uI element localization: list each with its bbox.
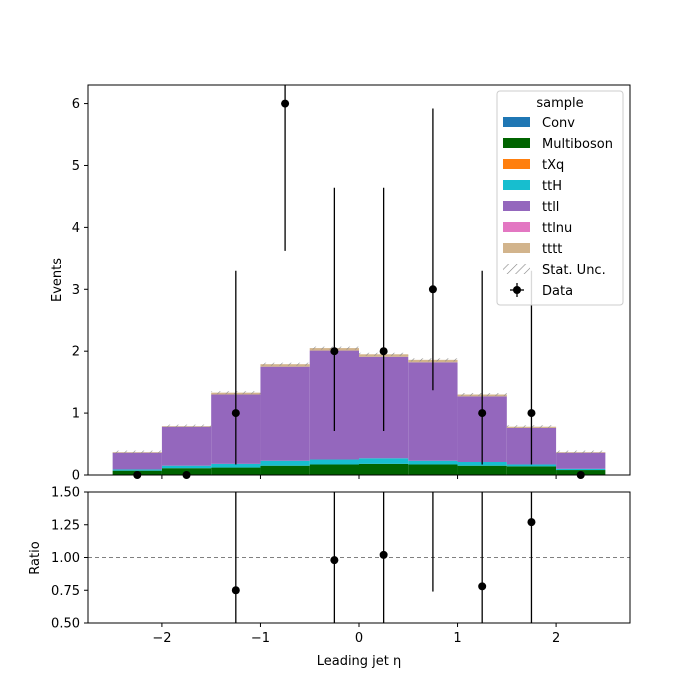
data-point-7	[478, 409, 487, 418]
bar-ttll-bin-1	[161, 426, 212, 466]
legend-swatch-tth	[503, 180, 530, 190]
bar-ttll-bin-9	[556, 452, 606, 469]
ratio-plot-background	[88, 492, 630, 623]
bar-tth-bin-4	[309, 459, 359, 465]
ratio-y-tick-label-1: 0.75	[51, 584, 80, 599]
bar-multiboson-bin-4	[309, 464, 359, 475]
main-y-tick-label-0: 0	[72, 469, 80, 484]
ratio-point-4	[478, 582, 487, 591]
bar-multiboson-bin-6	[408, 464, 458, 475]
data-point-8	[527, 409, 536, 418]
bar-tth-bin-8	[506, 464, 557, 467]
bar-tth-bin-6	[408, 460, 458, 465]
ratio-y-tick-label-4: 1.50	[51, 486, 80, 501]
legend-marker-data	[510, 283, 524, 297]
legend-swatch-txq	[503, 159, 530, 169]
bar-tth-bin-1	[161, 465, 212, 469]
data-point-2	[231, 409, 240, 418]
stat-unc-bin-1	[161, 424, 212, 428]
ratio-x-ticks: −2 −1 0 1 2	[152, 623, 560, 646]
bar-tth-bin-3	[260, 460, 310, 466]
ratio-y-tick-label-3: 1.25	[51, 518, 80, 533]
legend: sample Conv Multiboson tXq ttH ttll ttlnu tttt…	[496, 90, 624, 306]
data-point-6	[428, 285, 437, 294]
bar-tth-bin-9	[556, 468, 606, 471]
legend-label-ttll: ttll	[542, 200, 559, 215]
legend-label-data: Data	[542, 284, 573, 299]
ratio-y-tick-label-0: 0.50	[51, 617, 80, 632]
bar-multiboson-bin-3	[260, 465, 310, 475]
bar-multiboson-bin-7	[457, 465, 507, 475]
ratio-panel: 0.50 0.75 1.00 1.25 1.50 −2 −1 0 1 2 Ratio Leadi…	[28, 486, 631, 669]
x-tick-label-3: 1	[453, 631, 461, 646]
legend-label-ttlnu: ttlnu	[542, 221, 572, 236]
ratio-point-1	[330, 556, 339, 565]
stat-unc-bin-3	[260, 362, 310, 366]
ratio-y-tick-label-2: 1.00	[51, 551, 80, 566]
data-points	[133, 85, 585, 479]
bar-tth-bin-0	[112, 469, 162, 471]
ratio-y-axis-label: Ratio	[28, 541, 43, 574]
legend-swatch-conv	[503, 117, 530, 127]
bar-tth-bin-2	[211, 463, 261, 468]
ratio-y-ticks: 0.50 0.75 1.00 1.25 1.50	[51, 486, 88, 632]
bar-ttll-bin-0	[112, 452, 162, 470]
legend-label-txq: tXq	[542, 158, 564, 173]
bar-multiboson-bin-2	[211, 467, 261, 475]
main-y-tick-label-4: 4	[72, 221, 80, 236]
legend-swatch-ttlnu	[503, 222, 530, 232]
ratio-point-2	[379, 550, 388, 559]
data-point-4	[330, 347, 339, 356]
legend-label-tttt: tttt	[542, 242, 562, 257]
x-axis-label: Leading jet η	[317, 654, 402, 669]
x-tick-label-1: −1	[251, 631, 270, 646]
main-y-ticks: 0 1 2 3 4 5 6	[72, 97, 88, 484]
main-y-tick-label-6: 6	[72, 97, 80, 112]
legend-label-stat-unc: Stat. Unc.	[542, 263, 606, 278]
legend-label-tth: ttH	[542, 179, 562, 194]
legend-swatch-tttt	[503, 243, 530, 253]
legend-label-multiboson: Multiboson	[542, 137, 613, 152]
main-x-ticks	[161, 475, 557, 479]
legend-swatch-stat-unc	[503, 264, 530, 274]
bar-tth-bin-5	[359, 458, 409, 464]
bar-multiboson-bin-5	[359, 463, 409, 475]
bar-multiboson-bin-8	[506, 466, 557, 475]
main-y-axis-label: Events	[50, 258, 65, 302]
ratio-point-0	[231, 586, 240, 595]
main-y-tick-label-1: 1	[72, 407, 80, 422]
bar-ttll-bin-3	[260, 366, 310, 461]
ratio-point-5	[527, 518, 536, 527]
data-point-3	[281, 99, 290, 108]
main-y-tick-label-2: 2	[72, 345, 80, 360]
legend-label-conv: Conv	[542, 116, 575, 131]
legend-swatch-multiboson	[503, 138, 530, 148]
x-tick-label-4: 2	[552, 631, 560, 646]
stat-unc-bin-9	[556, 450, 606, 454]
main-y-tick-label-3: 3	[72, 283, 80, 298]
x-tick-label-0: −2	[152, 631, 171, 646]
ratio-points	[231, 492, 536, 623]
legend-title: sample	[536, 96, 583, 111]
main-y-tick-label-5: 5	[72, 159, 80, 174]
data-point-5	[379, 347, 388, 356]
legend-swatch-ttll	[503, 201, 530, 211]
stat-unc-bin-0	[112, 450, 162, 454]
x-tick-label-2: 0	[355, 631, 363, 646]
